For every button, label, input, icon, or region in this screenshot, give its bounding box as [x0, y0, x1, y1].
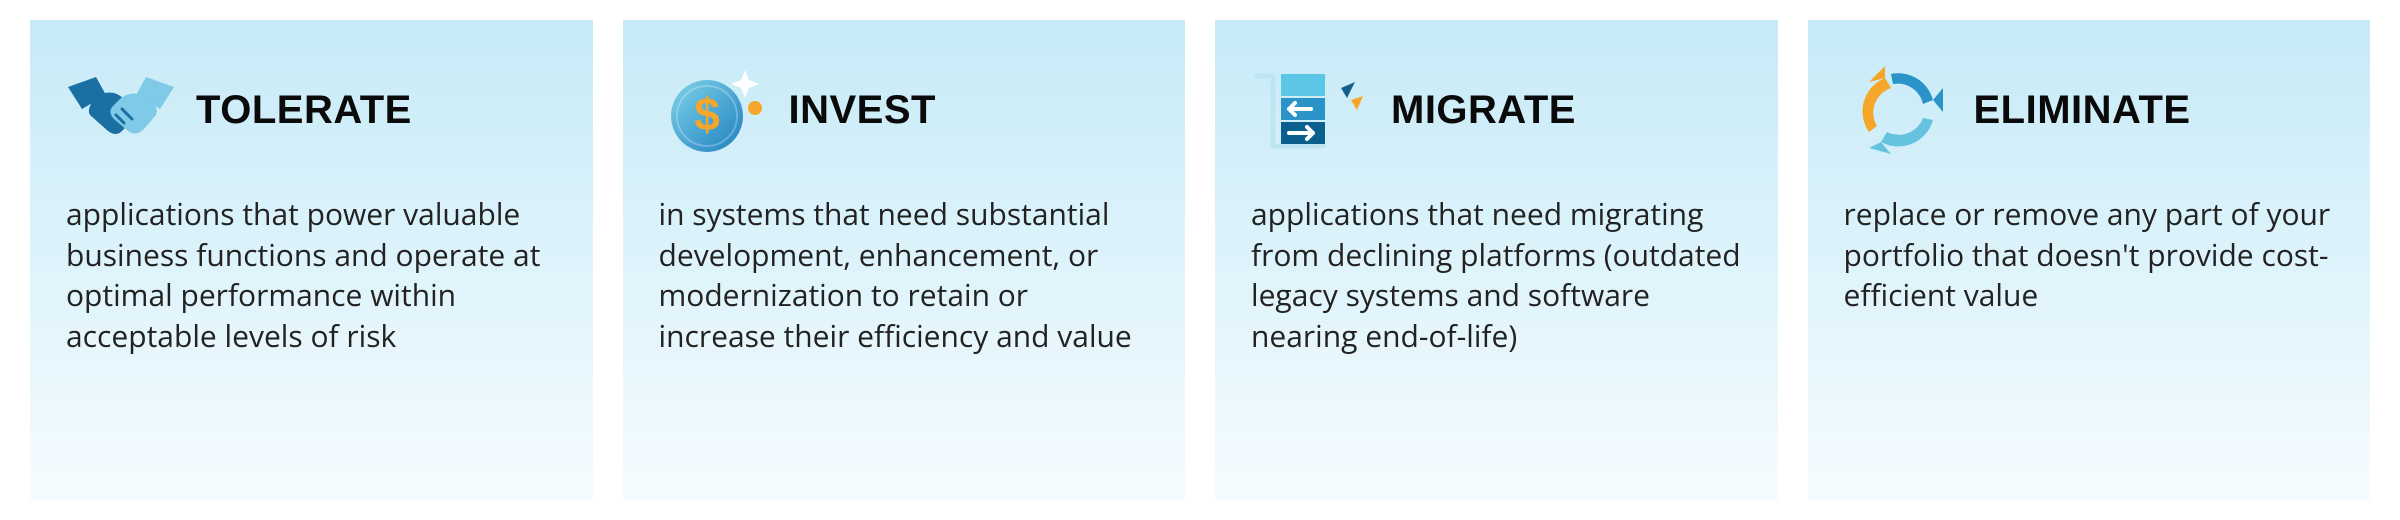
card-title: INVEST	[789, 88, 936, 133]
card-invest: $ INVEST in systems that need substantia…	[623, 20, 1186, 500]
card-head: $ INVEST	[659, 60, 1150, 160]
card-title: MIGRATE	[1391, 88, 1576, 133]
migrate-boxes-icon	[1251, 60, 1371, 160]
handshake-icon	[66, 65, 176, 155]
card-migrate: MIGRATE applications that need migrating…	[1215, 20, 1778, 500]
card-title: ELIMINATE	[1974, 88, 2191, 133]
card-head: TOLERATE	[66, 60, 557, 160]
card-eliminate: ELIMINATE replace or remove any part of …	[1808, 20, 2371, 500]
recycle-arrows-icon	[1844, 60, 1954, 160]
card-title: TOLERATE	[196, 88, 412, 133]
card-head: MIGRATE	[1251, 60, 1742, 160]
dollar-coin-icon: $	[659, 60, 769, 160]
card-head: ELIMINATE	[1844, 60, 2335, 160]
card-tolerate: TOLERATE applications that power valuabl…	[30, 20, 593, 500]
svg-text:$: $	[694, 88, 720, 140]
card-body: replace or remove any part of your portf…	[1844, 194, 2335, 316]
card-body: applications that need migrating from de…	[1251, 194, 1742, 356]
card-body: in systems that need substantial develop…	[659, 194, 1150, 356]
card-body: applications that power valuable busines…	[66, 194, 557, 356]
